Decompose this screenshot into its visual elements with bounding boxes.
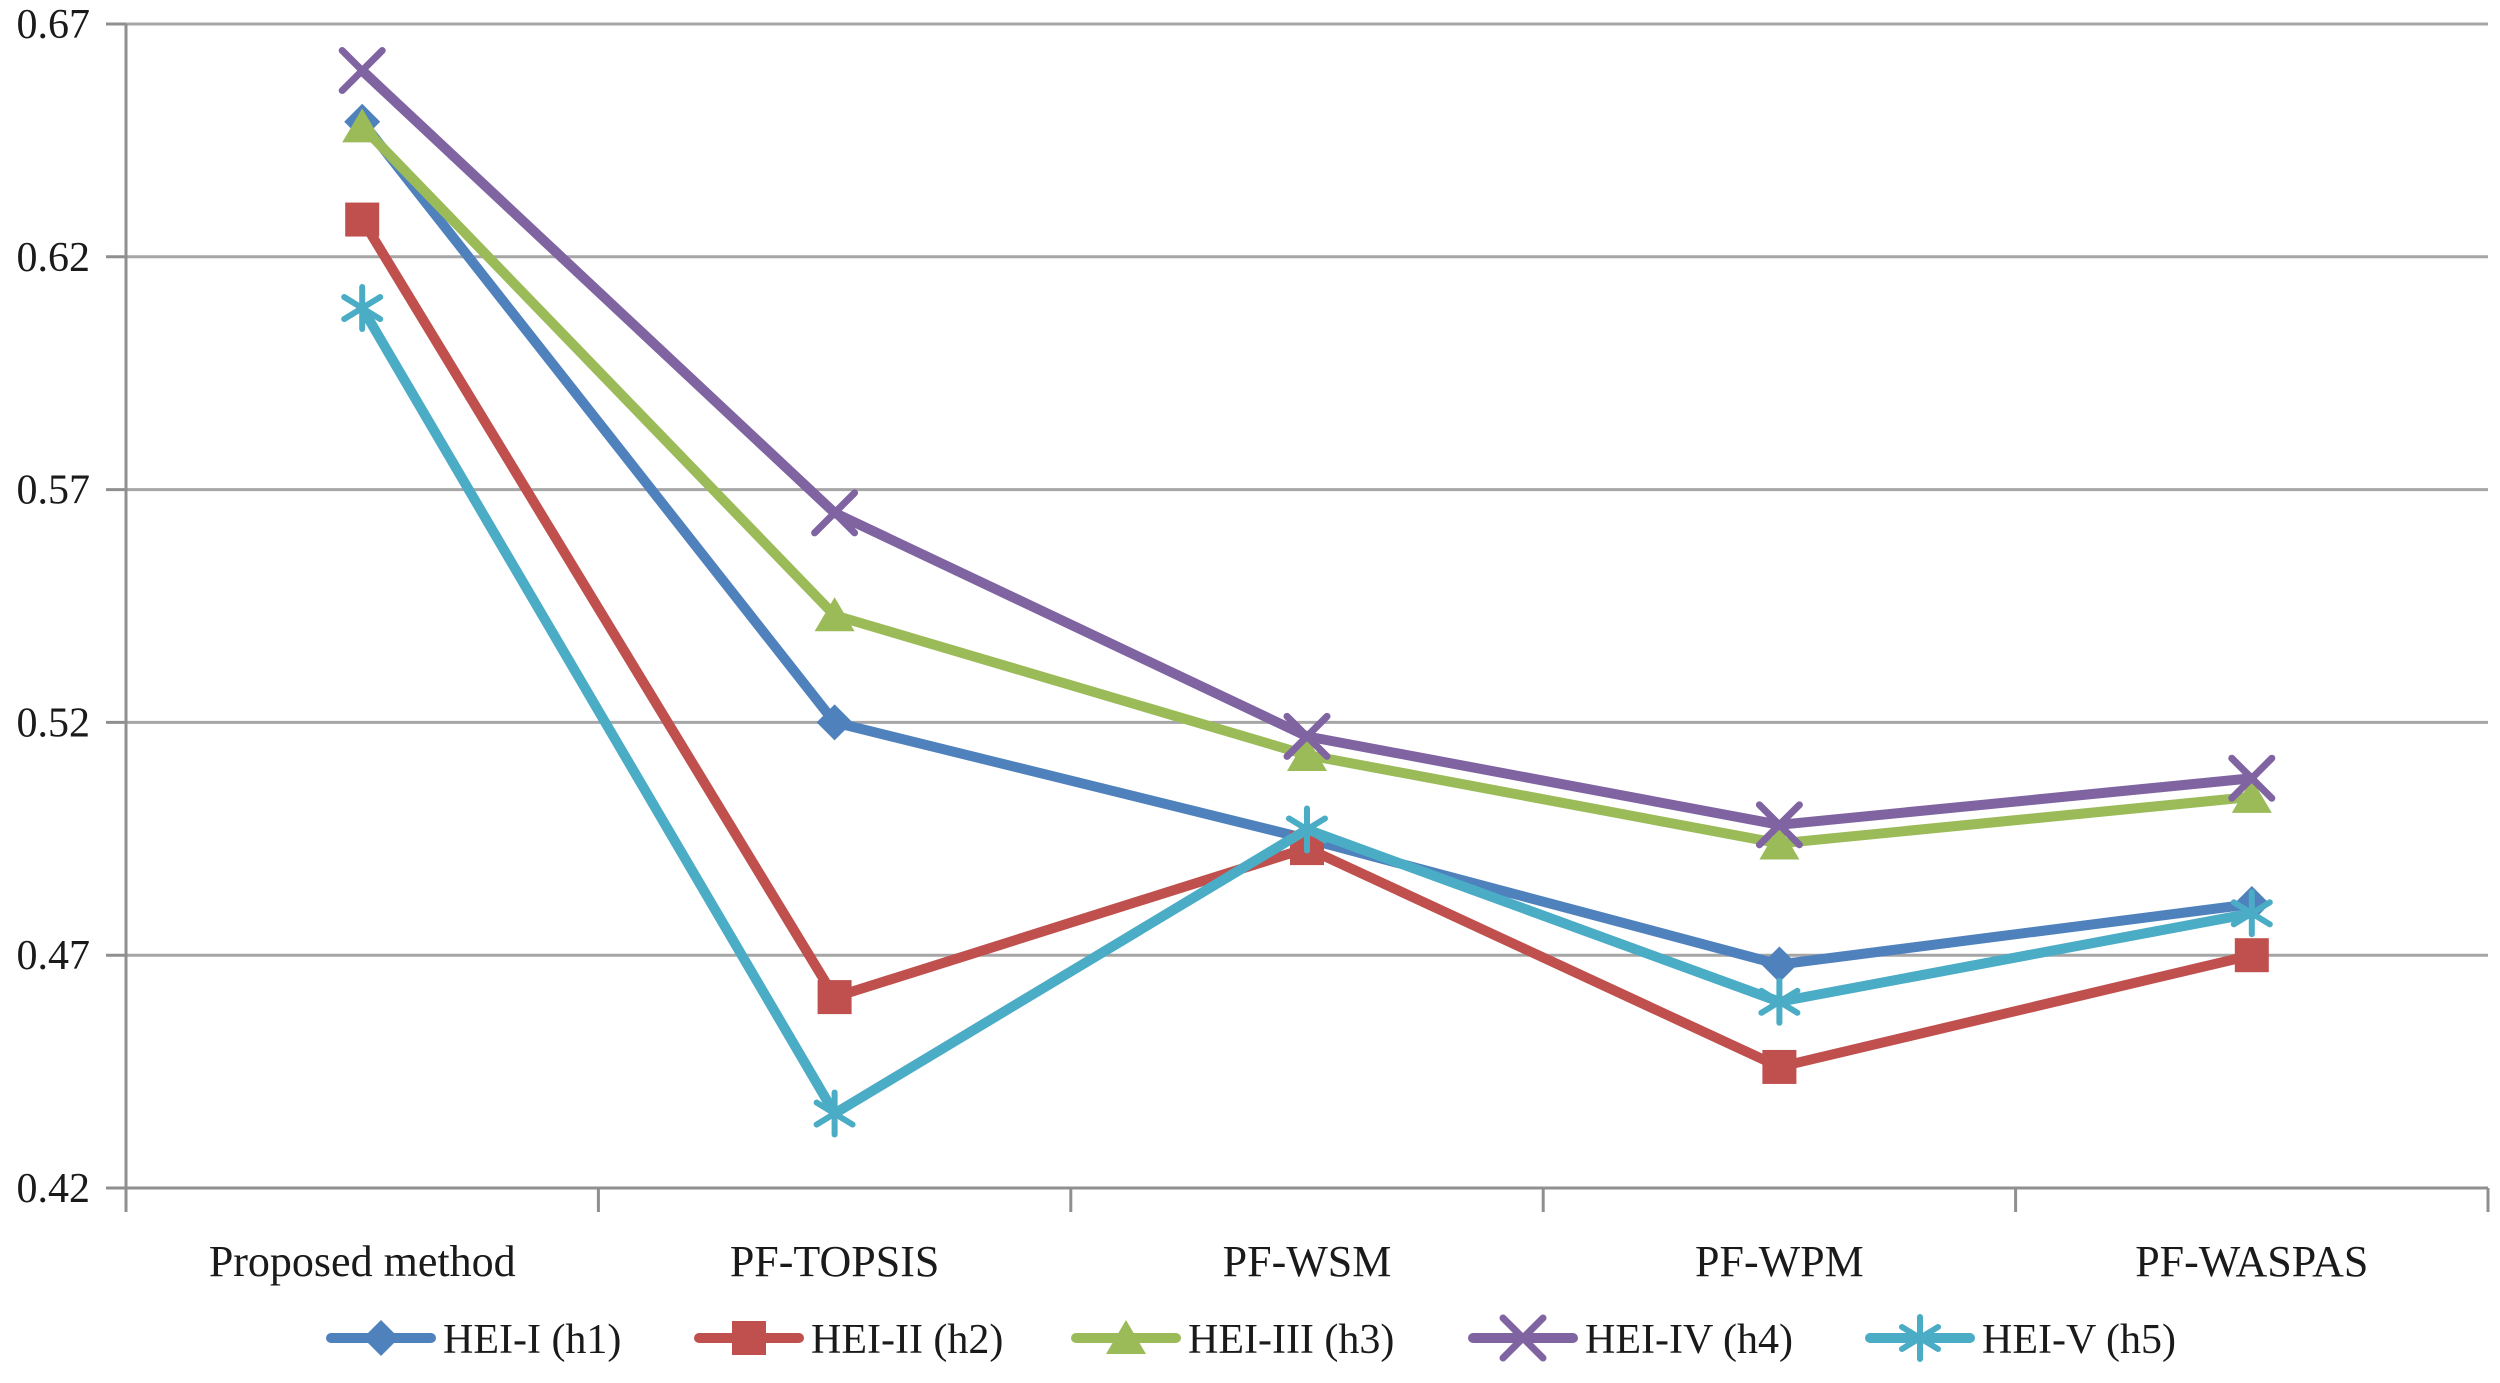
- series-marker-hei-iv: [2228, 754, 2276, 802]
- series-marker-hei-iii: [814, 597, 855, 632]
- series-marker-hei-i: [816, 704, 853, 741]
- legend-label-hei-ii: HEI-II (h2): [811, 1317, 1003, 1363]
- y-tick-label: 0.47: [17, 933, 91, 979]
- y-tick-label: 0.57: [17, 468, 91, 514]
- legend-swatch-x-icon: [1499, 1314, 1547, 1362]
- x-category-label: PF-WSM: [1223, 1237, 1392, 1286]
- series-marker-hei-v: [2230, 899, 2273, 928]
- series-marker-hei-ii: [817, 980, 852, 1015]
- legend-swatch-square-icon: [732, 1321, 766, 1355]
- legend-label-hei-iii: HEI-III (h3): [1188, 1317, 1394, 1363]
- x-category-label: PF-WASPAS: [2135, 1237, 2368, 1286]
- y-tick-label: 0.52: [17, 700, 91, 746]
- x-category-label: PF-TOPSIS: [730, 1237, 940, 1286]
- series-marker-hei-iii: [2231, 778, 2272, 813]
- series-marker-hei-iii: [1759, 825, 1800, 860]
- x-category-label: PF-WPM: [1695, 1237, 1864, 1286]
- series-marker-hei-ii: [345, 202, 380, 237]
- y-tick-label: 0.42: [17, 1166, 91, 1212]
- series-line-hei-iv: [357, 65, 2257, 830]
- x-category-label: Proposed method: [209, 1237, 516, 1286]
- series-marker-hei-iii: [342, 108, 383, 143]
- legend-swatch-diamond-icon: [363, 1320, 399, 1356]
- legend-label-hei-v: HEI-V (h5): [1982, 1317, 2176, 1363]
- series-marker-hei-iv: [811, 489, 859, 537]
- legend-swatch-asterisk-icon: [1899, 1324, 1941, 1352]
- series-marker-hei-iv: [1755, 801, 1803, 849]
- series-line-hei-v: [357, 303, 2257, 1119]
- y-tick-label: 0.62: [17, 235, 91, 281]
- series-marker-hei-v: [341, 294, 384, 323]
- series-marker-hei-iv: [338, 47, 386, 95]
- series-marker-hei-v: [1286, 815, 1328, 844]
- series-marker-hei-ii: [1762, 1049, 1797, 1084]
- y-tick-label: 0.67: [17, 2, 91, 48]
- legend-label-hei-i: HEI-I (h1): [443, 1317, 621, 1363]
- series-marker-hei-iv: [1283, 712, 1331, 760]
- legend-label-hei-iv: HEI-IV (h4): [1585, 1317, 1793, 1363]
- series-marker-hei-v: [1758, 987, 1801, 1016]
- series-marker-hei-i: [1761, 946, 1798, 983]
- series-marker-hei-ii: [2234, 938, 2269, 973]
- series-marker-hei-iii: [1287, 736, 1327, 771]
- series-marker-hei-v: [813, 1099, 856, 1128]
- legend-swatch-triangle-icon: [1106, 1320, 1146, 1354]
